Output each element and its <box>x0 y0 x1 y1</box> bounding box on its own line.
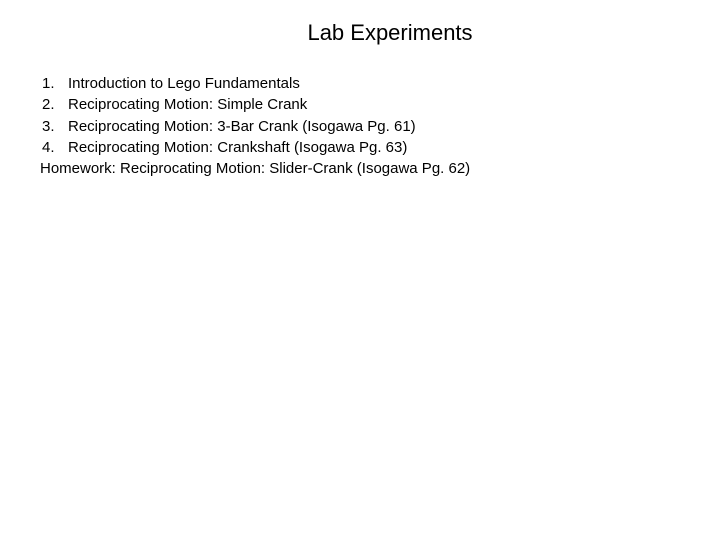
list-item: 2. Reciprocating Motion: Simple Crank <box>40 95 680 115</box>
list-text: Reciprocating Motion: Crankshaft (Isogaw… <box>68 138 680 158</box>
list-text: Introduction to Lego Fundamentals <box>68 74 680 94</box>
list-item: 1. Introduction to Lego Fundamentals <box>40 74 680 94</box>
list-item: 3. Reciprocating Motion: 3-Bar Crank (Is… <box>40 117 680 137</box>
list-text: Reciprocating Motion: Simple Crank <box>68 95 680 115</box>
list-number: 2. <box>40 95 68 115</box>
list-item: 4. Reciprocating Motion: Crankshaft (Iso… <box>40 138 680 158</box>
list-number: 4. <box>40 138 68 158</box>
list-number: 3. <box>40 117 68 137</box>
experiment-list: 1. Introduction to Lego Fundamentals 2. … <box>40 74 680 179</box>
list-number: 1. <box>40 74 68 94</box>
page-title: Lab Experiments <box>100 20 680 46</box>
list-text: Reciprocating Motion: 3-Bar Crank (Isoga… <box>68 117 680 137</box>
homework-line: Homework: Reciprocating Motion: Slider-C… <box>40 159 680 179</box>
